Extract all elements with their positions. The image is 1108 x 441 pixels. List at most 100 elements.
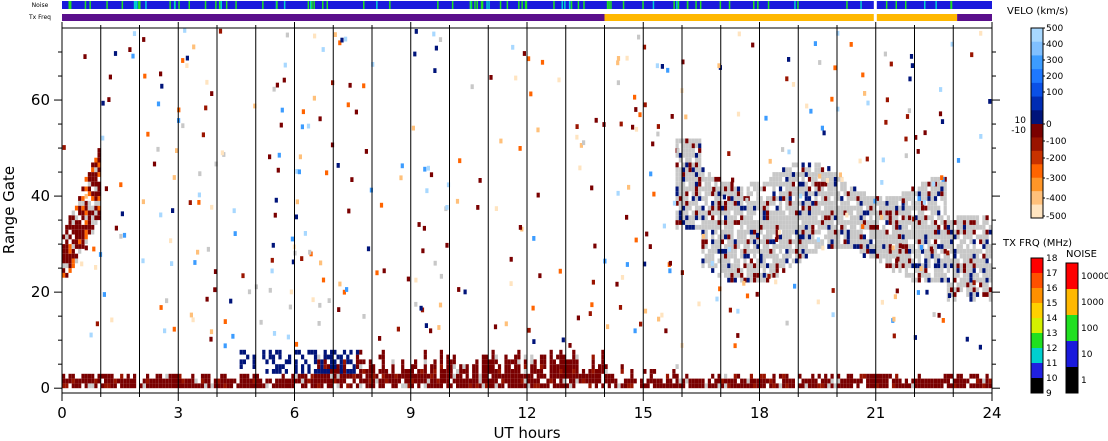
data-cell [879,239,883,245]
data-cell [853,378,857,384]
data-cell [979,248,983,254]
data-cell [704,196,708,201]
data-cell [950,41,954,47]
data-cell [346,383,350,389]
data-cell [718,286,722,292]
data-cell [281,364,285,369]
data-cell [733,205,737,211]
data-cell [908,258,912,264]
data-cell [933,196,938,201]
data-cell [417,222,421,227]
data-cell [749,263,753,269]
data-cell [717,224,721,230]
data-cell [827,196,831,201]
data-cell [817,205,821,211]
data-cell [87,191,91,197]
data-cell [759,200,763,206]
data-cell [788,186,792,192]
x-tick-label: 18 [750,404,769,422]
data-cell [620,369,624,374]
data-cell [210,383,214,389]
data-cell [720,210,724,216]
data-cell [833,210,837,216]
data-cell [455,198,460,204]
data-cell [87,215,91,221]
data-cell [730,234,734,240]
data-cell [152,161,157,167]
data-cell [701,233,706,239]
data-cell [756,229,760,235]
data-cell [372,364,376,369]
data-cell [423,359,427,365]
data-cell [953,263,957,269]
data-cell [820,191,825,197]
data-cell [972,292,976,297]
data-cell [807,224,812,230]
data-cell [953,248,957,254]
data-cell [840,205,844,211]
data-cell [940,175,944,181]
data-cell [795,162,799,168]
data-cell [733,383,737,389]
data-cell [882,215,886,221]
data-cell [94,205,98,211]
data-cell [885,234,889,240]
data-cell [782,234,786,240]
data-cell [678,383,682,389]
data-cell [817,244,821,249]
data-cell [727,181,731,187]
data-cell [65,224,69,230]
data-cell [927,248,931,254]
data-cell [904,234,908,240]
data-cell [950,282,954,288]
data-cell [552,378,556,384]
data-cell [985,292,989,297]
data-cell [312,95,316,101]
data-cell [536,378,540,384]
data-cell [788,191,792,197]
data-cell [914,383,918,389]
data-cell [488,364,492,369]
data-cell [604,373,608,379]
data-cell [927,277,931,283]
data-cell [97,378,101,384]
data-cell [943,220,947,225]
data-cell [811,172,815,177]
data-cell [704,210,708,216]
data-cell [94,196,98,201]
data-cell [988,378,992,384]
data-cell [321,277,326,283]
data-cell [556,383,560,389]
txfreq-gap [873,0,877,22]
data-cell [575,378,579,384]
data-cell [294,341,299,347]
data-cell [969,224,973,230]
data-cell [795,244,799,249]
data-cell [576,315,580,321]
data-cell [733,253,737,259]
data-cell [778,220,783,225]
data-cell [853,191,857,197]
data-cell [242,383,246,389]
data-cell [843,224,847,230]
data-cell [746,268,750,273]
data-cell [181,378,185,384]
data-cell [425,188,429,194]
data-cell [601,359,605,365]
data-cell [814,239,818,245]
data-cell [969,220,973,225]
data-cell [724,272,728,278]
data-cell [352,369,356,374]
noise-speckle-mark [310,1,312,9]
data-cell [481,359,485,365]
data-cell [911,378,915,384]
data-cell [720,253,724,259]
data-cell [901,198,905,204]
data-cell [753,220,757,225]
velocity-colorbar-title: VELO (km/s) [1007,6,1068,17]
data-cell [898,196,902,201]
data-cell [795,172,799,177]
data-cell [756,244,760,249]
data-cell [943,248,947,254]
